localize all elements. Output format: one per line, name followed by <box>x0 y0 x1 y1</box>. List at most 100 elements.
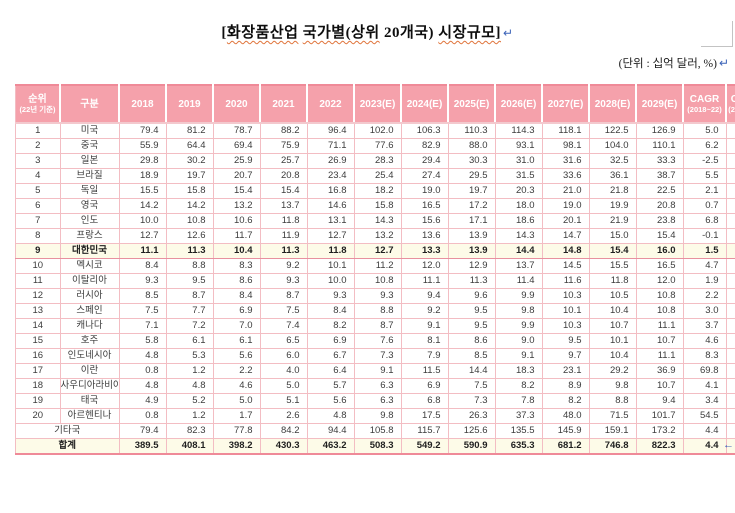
cagr-cell: 6.8 <box>683 214 726 229</box>
cagr-cell: 3.0 <box>683 304 726 319</box>
value-cell: 14.8 <box>542 244 589 259</box>
cagr-cell: 7.2 <box>726 349 735 364</box>
value-cell: 13.2 <box>213 199 260 214</box>
value-cell: 4.8 <box>307 409 354 424</box>
value-cell: 9.5 <box>542 334 589 349</box>
value-cell: 12.6 <box>166 229 213 244</box>
value-cell: 8.8 <box>354 304 401 319</box>
value-cell: 20.1 <box>542 214 589 229</box>
value-cell: 10.4 <box>589 304 636 319</box>
country-cell: 호주 <box>60 334 119 349</box>
value-cell: 18.2 <box>354 184 401 199</box>
value-cell: 8.7 <box>260 289 307 304</box>
cagr-cell: 47.7 <box>726 409 735 424</box>
value-cell: 18.9 <box>119 169 166 184</box>
value-cell: 114.3 <box>495 123 542 139</box>
value-cell: 8.5 <box>119 289 166 304</box>
value-cell: 15.4 <box>589 244 636 259</box>
value-cell: 0.8 <box>119 409 166 424</box>
value-cell: 10.7 <box>589 319 636 334</box>
value-cell: 10.4 <box>589 349 636 364</box>
cagr1-sublabel: (2018~22) <box>684 105 725 114</box>
value-cell: 19.9 <box>589 199 636 214</box>
value-cell: 10.5 <box>589 289 636 304</box>
country-cell: 태국 <box>60 394 119 409</box>
value-cell: 8.2 <box>495 379 542 394</box>
value-cell: 7.8 <box>495 394 542 409</box>
value-cell: 11.1 <box>401 274 448 289</box>
country-cell: 대한민국 <box>60 244 119 259</box>
value-cell: 15.0 <box>589 229 636 244</box>
value-cell: 6.1 <box>213 334 260 349</box>
value-cell: 145.9 <box>542 424 589 439</box>
title-segment: 화장품산업 <box>227 25 299 41</box>
cagr-cell: 5.9 <box>726 334 735 349</box>
value-cell: 15.5 <box>589 259 636 274</box>
value-cell: 9.8 <box>589 379 636 394</box>
value-cell: 29.2 <box>589 364 636 379</box>
value-cell: 11.7 <box>213 229 260 244</box>
rank-cell: 17 <box>16 364 61 379</box>
value-cell: 19.7 <box>448 184 495 199</box>
country-cell: 독일 <box>60 184 119 199</box>
value-cell: 6.9 <box>307 334 354 349</box>
cagr-cell: 4.4 <box>683 424 726 439</box>
rank-cell: 10 <box>16 259 61 274</box>
value-cell: 12.7 <box>307 229 354 244</box>
value-cell: 110.3 <box>448 123 495 139</box>
value-cell: 118.1 <box>542 123 589 139</box>
value-cell: 105.8 <box>354 424 401 439</box>
value-cell: 11.6 <box>542 274 589 289</box>
cagr-cell: 2.2 <box>683 289 726 304</box>
rank-cell: 8 <box>16 229 61 244</box>
value-cell: 10.1 <box>307 259 354 274</box>
value-cell: 38.7 <box>636 169 683 184</box>
cagr-cell: 0.7 <box>683 199 726 214</box>
col-header-year: 2018 <box>119 85 166 123</box>
country-cell: 이탈리아 <box>60 274 119 289</box>
value-cell: 7.7 <box>166 304 213 319</box>
value-cell: 508.3 <box>354 439 401 455</box>
value-cell: 31.5 <box>495 169 542 184</box>
value-cell: 126.9 <box>636 123 683 139</box>
value-cell: 8.6 <box>213 274 260 289</box>
cagr-cell: 1.9 <box>683 274 726 289</box>
col-header-year: 2029(E) <box>636 85 683 123</box>
cagr-cell: 3.4 <box>683 394 726 409</box>
rank-cell: 6 <box>16 199 61 214</box>
col-header-cagr-2023-29: CAGR(2023~29) <box>726 85 735 123</box>
value-cell: 5.0 <box>213 394 260 409</box>
value-cell: 398.2 <box>213 439 260 455</box>
value-cell: 27.4 <box>401 169 448 184</box>
country-cell: 합계 <box>16 439 120 455</box>
value-cell: 19.0 <box>542 199 589 214</box>
value-cell: 10.0 <box>119 214 166 229</box>
value-cell: 79.4 <box>119 424 166 439</box>
value-cell: 16.5 <box>401 199 448 214</box>
value-cell: 14.2 <box>166 199 213 214</box>
value-cell: 10.1 <box>589 334 636 349</box>
value-cell: 5.6 <box>213 349 260 364</box>
value-cell: 19.0 <box>401 184 448 199</box>
rank-cell: 15 <box>16 334 61 349</box>
rank-cell: 12 <box>16 289 61 304</box>
value-cell: 8.8 <box>166 259 213 274</box>
value-cell: 78.7 <box>213 123 260 139</box>
value-cell: 12.7 <box>354 244 401 259</box>
col-header-year: 2024(E) <box>401 85 448 123</box>
rank-cell: 20 <box>16 409 61 424</box>
value-cell: 9.3 <box>260 274 307 289</box>
cagr2-sublabel: (2023~29) <box>727 105 735 114</box>
value-cell: 7.0 <box>213 319 260 334</box>
value-cell: 135.5 <box>495 424 542 439</box>
value-cell: 2.2 <box>213 364 260 379</box>
col-header-year: 2021 <box>260 85 307 123</box>
cagr-cell: -0.1 <box>683 229 726 244</box>
